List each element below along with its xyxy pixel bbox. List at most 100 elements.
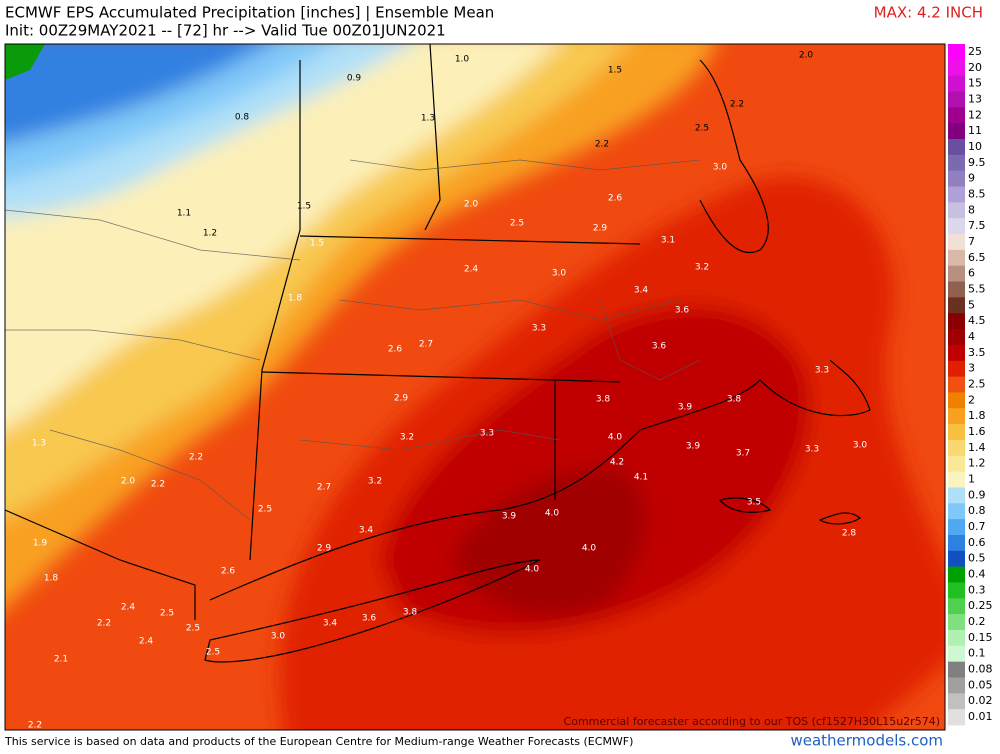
station-value: 3.4 xyxy=(359,526,374,536)
colorbar-label: 0.02 xyxy=(968,694,993,707)
colorbar-cell xyxy=(948,234,965,251)
station-value: 3.2 xyxy=(695,263,709,273)
colorbar-label: 1.2 xyxy=(968,457,986,470)
station-value: 3.8 xyxy=(596,395,611,405)
station-value: 3.9 xyxy=(502,512,517,522)
colorbar-label: 11 xyxy=(968,124,982,137)
colorbar-label: 20 xyxy=(968,61,982,74)
station-value: 2.4 xyxy=(464,265,479,275)
colorbar-cell xyxy=(948,249,965,267)
colorbar-label: 7.5 xyxy=(968,219,986,232)
station-value: 3.7 xyxy=(736,449,750,459)
station-value: 1.3 xyxy=(421,114,435,124)
colorbar-label: 0.1 xyxy=(968,647,986,660)
colorbar-cell xyxy=(948,186,965,203)
colorbar-cell xyxy=(948,313,965,330)
colorbar-label: 0.4 xyxy=(968,568,986,581)
colorbar-cell xyxy=(948,107,965,124)
station-value: 2.0 xyxy=(464,200,479,210)
colorbar-label: 5.5 xyxy=(968,282,986,295)
station-value: 1.0 xyxy=(455,55,470,65)
station-value: 2.9 xyxy=(317,544,332,554)
station-value: 2.5 xyxy=(510,219,524,229)
colorbar-label: 2.5 xyxy=(968,378,986,391)
station-value: 4.2 xyxy=(610,458,624,468)
station-value: 2.7 xyxy=(419,340,433,350)
colorbar-cell xyxy=(948,123,965,140)
colorbar-cell xyxy=(948,202,965,219)
station-value: 3.0 xyxy=(713,163,728,173)
colorbar-label: 3.5 xyxy=(968,346,986,359)
colorbar-cell xyxy=(948,44,965,61)
colorbar-label: 8 xyxy=(968,203,975,216)
colorbar-cell xyxy=(948,170,965,188)
colorbar-label: 1.6 xyxy=(968,425,986,438)
station-value: 3.3 xyxy=(480,429,494,439)
colorbar-label: 9.5 xyxy=(968,156,986,169)
colorbar-cell xyxy=(948,534,965,552)
station-value: 4.0 xyxy=(582,544,597,554)
station-value: 3.5 xyxy=(747,498,761,508)
colorbar-cell xyxy=(948,408,965,425)
station-value: 3.1 xyxy=(661,236,675,246)
station-value: 2.0 xyxy=(121,477,136,487)
colorbar-label: 0.2 xyxy=(968,615,986,628)
colorbar-label: 0.15 xyxy=(968,631,993,644)
colorbar-label: 4 xyxy=(968,330,975,343)
station-value: 2.2 xyxy=(28,721,42,731)
colorbar-label: 0.05 xyxy=(968,678,993,691)
colorbar-cell xyxy=(948,297,965,314)
colorbar-cell xyxy=(948,75,965,93)
station-value: 2.2 xyxy=(97,619,111,629)
colorbar-cell xyxy=(948,360,965,378)
station-value: 4.0 xyxy=(608,433,623,443)
colorbar-cell xyxy=(948,59,965,77)
station-value: 2.0 xyxy=(799,51,814,61)
station-value: 3.8 xyxy=(403,608,418,618)
colorbar-label: 3 xyxy=(968,362,975,375)
colorbar-cell xyxy=(948,709,965,726)
colorbar-cell xyxy=(948,424,965,441)
station-value: 1.9 xyxy=(33,539,48,549)
station-value: 3.2 xyxy=(368,477,382,487)
station-value: 2.4 xyxy=(121,603,136,613)
station-value: 2.5 xyxy=(186,624,200,634)
colorbar-label: 0.01 xyxy=(968,710,993,723)
colorbar-label: 10 xyxy=(968,140,982,153)
station-value: 3.2 xyxy=(400,433,414,443)
colorbar-label: 0.8 xyxy=(968,504,986,517)
colorbar-label: 25 xyxy=(968,45,982,58)
colorbar-label: 9 xyxy=(968,172,975,185)
source-note: This service is based on data and produc… xyxy=(4,735,633,748)
colorbar-label: 2 xyxy=(968,393,975,406)
station-value: 3.6 xyxy=(652,342,667,352)
colorbar-cell xyxy=(948,376,965,393)
station-value: 2.9 xyxy=(593,224,608,234)
colorbar-label: 0.08 xyxy=(968,663,993,676)
colorbar-label: 0.7 xyxy=(968,520,986,533)
colorbar-label: 7 xyxy=(968,235,975,248)
station-value: 3.4 xyxy=(634,286,649,296)
station-value: 1.8 xyxy=(288,294,303,304)
station-value: 1.8 xyxy=(44,574,59,584)
station-value: 2.4 xyxy=(139,637,154,647)
colorbar-cell xyxy=(948,281,965,298)
colorbar-label: 6.5 xyxy=(968,251,986,264)
station-value: 0.9 xyxy=(347,74,362,84)
colorbar-cell xyxy=(948,582,965,599)
colorbar-cell xyxy=(948,439,965,457)
colorbar-label: 1 xyxy=(968,473,975,486)
station-value: 2.9 xyxy=(394,394,409,404)
colorbar-cell xyxy=(948,392,965,409)
colorbar-label: 6 xyxy=(968,267,975,280)
colorbar-cell xyxy=(948,218,965,235)
colorbar-cell xyxy=(948,550,965,568)
colorbar-cell xyxy=(948,519,965,536)
station-value: 2.2 xyxy=(189,453,203,463)
station-value: 2.2 xyxy=(730,100,744,110)
colorbar-label: 5 xyxy=(968,298,975,311)
station-value: 3.9 xyxy=(678,403,693,413)
colorbar-cell xyxy=(948,139,965,156)
site-link[interactable]: weathermodels.com xyxy=(790,732,943,750)
